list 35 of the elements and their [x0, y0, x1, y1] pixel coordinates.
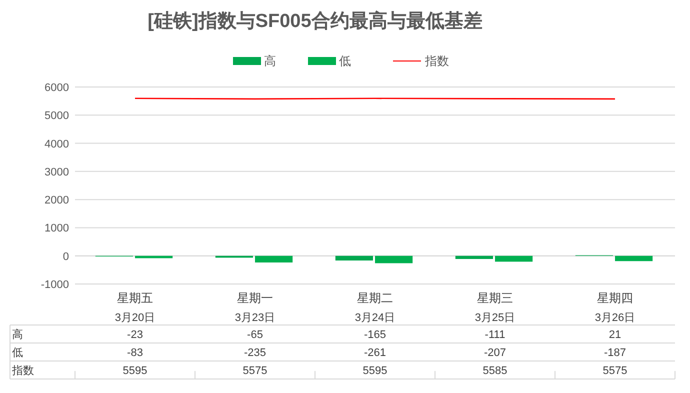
chart-title: [硅铁]指数与SF005合约最高与最低基差	[148, 10, 482, 32]
x-tick-label: 星期五 3月20日	[114, 291, 156, 324]
data-label: -261	[364, 347, 386, 359]
y-tick-label: 2000	[44, 194, 69, 207]
y-tick-label: 5000	[44, 110, 69, 122]
x-tick-label: 星期三 3月25日	[474, 291, 516, 324]
data-label: 5575	[242, 365, 268, 377]
data-label: 5595	[362, 365, 388, 377]
data-label: -165	[364, 329, 386, 341]
x-tick-label: 星期四 3月26日	[594, 291, 636, 324]
data-label: -83	[127, 347, 143, 359]
data-label: 5585	[482, 365, 508, 377]
y-tick-label: 1000	[44, 222, 69, 235]
text: 高	[12, 329, 23, 341]
legend-label: 高	[264, 54, 276, 68]
data-label: -23	[127, 329, 143, 341]
x-tick-label: 星期一 3月23日	[234, 291, 276, 324]
data-label: -207	[484, 347, 506, 359]
text: 低	[12, 347, 23, 359]
legend-label: 低	[339, 54, 351, 68]
data-label: 5575	[602, 365, 628, 377]
legend-label: 指数	[424, 54, 449, 68]
text: 指数	[12, 365, 34, 377]
x-tick-label: 星期二 3月24日	[354, 291, 396, 324]
data-label: 21	[608, 329, 622, 341]
data-label: -111	[484, 329, 506, 341]
data-label: -187	[604, 347, 626, 359]
data-label: -65	[247, 329, 263, 341]
data-label: -235	[244, 347, 266, 359]
data-label: 5595	[122, 365, 148, 377]
y-tick-label: 3000	[44, 166, 69, 178]
y-tick-label: 6000	[44, 82, 69, 94]
y-tick-label: -1000	[40, 279, 69, 291]
y-tick-label: 4000	[44, 138, 69, 150]
y-tick-label: 0	[62, 250, 69, 263]
